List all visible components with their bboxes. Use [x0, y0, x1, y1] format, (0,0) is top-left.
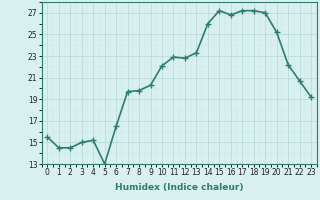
X-axis label: Humidex (Indice chaleur): Humidex (Indice chaleur) — [115, 183, 244, 192]
